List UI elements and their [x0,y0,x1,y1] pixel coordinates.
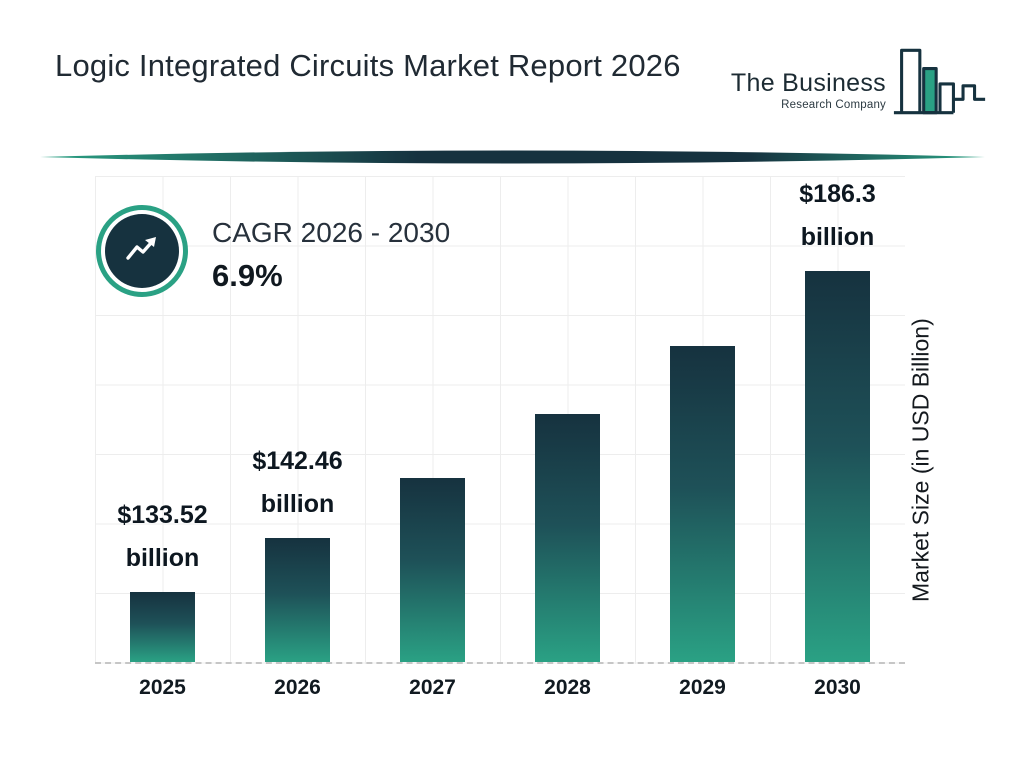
cagr-ring [96,205,188,297]
bar-column-2029 [635,176,770,662]
bar-value-label-2026: $142.46 billion [252,447,343,518]
x-axis-label-2027: 2027 [409,676,456,699]
bar-2026 [265,538,330,662]
x-axis-label-2025: 2025 [139,676,186,699]
logo-company-subtitle: Research Company [781,99,886,111]
logo-bar-chart-icon [893,48,986,115]
bar-chart: $133.52 billion $142.46 billion $186.3 billio… [95,176,905,664]
bar-value-label-2025: $133.52 billion [117,501,208,572]
x-axis-label-2026: 2026 [274,676,321,699]
cagr-value: 6.9% [212,258,283,293]
y-axis-label: Market Size (in USD Billion) [907,318,934,602]
cagr-text-block: CAGR 2026 - 2030 6.9% [212,205,450,294]
bar-column-2028 [500,176,635,662]
bar-column-2026: $142.46 billion [230,176,365,662]
x-axis: 2025 2026 2027 2028 2029 2030 [95,676,905,700]
logo-company-name: The Business [730,69,886,97]
bar-2028 [535,414,600,662]
x-axis-label-2030: 2030 [814,676,861,699]
bars-container: $133.52 billion $142.46 billion $186.3 billio… [95,176,905,662]
bar-2030 [805,271,870,662]
bar-column-2027 [365,176,500,662]
page-title: Logic Integrated Circuits Market Report … [55,48,681,83]
x-axis-label-2029: 2029 [679,676,726,699]
growth-arrow-icon [105,214,179,288]
bar-2027 [400,478,465,662]
bar-2029 [670,346,735,662]
section-divider [40,150,985,164]
bar-value-label-2030: $186.3 billion [799,180,876,251]
cagr-label: CAGR 2026 - 2030 [212,217,451,248]
bar-column-2025: $133.52 billion [95,176,230,662]
company-logo: The Business Research Company [722,40,988,124]
logo-text: The Business Research Company [731,53,886,111]
bar-2025 [130,592,195,662]
x-axis-label-2028: 2028 [544,676,591,699]
cagr-badge: CAGR 2026 - 2030 6.9% [96,205,450,297]
bar-column-2030: $186.3 billion [770,176,905,662]
